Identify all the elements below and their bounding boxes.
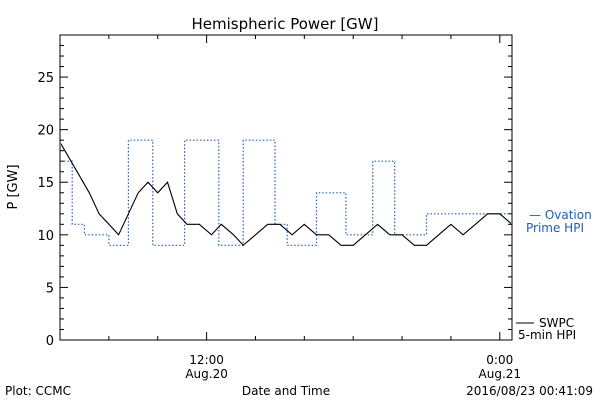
x-tick-date-label: Aug.20 xyxy=(185,367,228,381)
y-axis: 0 5 10 15 20 25 xyxy=(37,34,512,349)
legend-swpc-line1: SWPC xyxy=(539,316,574,330)
series-swpc-line xyxy=(61,142,511,247)
series-ovation-line xyxy=(61,139,511,246)
y-tick-label: 5 xyxy=(46,281,54,296)
plot-frame xyxy=(59,34,513,341)
y-tick-label: 20 xyxy=(37,124,54,139)
legend-ovation: — Ovation Prime HPI xyxy=(526,208,592,235)
x-tick-time-label: 0:00 xyxy=(486,353,513,367)
y-axis-label: P [GW] xyxy=(6,164,21,209)
footer-timestamp: 2016/08/23 00:41:09 xyxy=(466,384,593,398)
y-tick-label: 0 xyxy=(46,334,54,349)
x-axis-label: Date and Time xyxy=(242,384,330,398)
x-tick-date-label: Aug.21 xyxy=(479,367,522,381)
x-tick-time-label: 12:00 xyxy=(189,353,224,367)
chart-title: Hemispheric Power [GW] xyxy=(192,15,379,33)
series-layer xyxy=(61,139,511,247)
y-tick-label: 10 xyxy=(37,229,54,244)
x-axis: 12:00Aug.200:00Aug.2112:00Aug.210:00Aug.… xyxy=(108,35,522,381)
legend-ovation-line2: Prime HPI xyxy=(526,221,584,235)
footer-credit: Plot: CCMC xyxy=(5,384,71,398)
legend-swpc: SWPC 5-min HPI xyxy=(516,316,576,342)
y-tick-label: 15 xyxy=(37,176,54,191)
legend-swpc-line2: 5-min HPI xyxy=(518,328,576,342)
y-tick-label: 25 xyxy=(37,71,54,86)
legend-ovation-line1: — Ovation xyxy=(529,208,592,222)
